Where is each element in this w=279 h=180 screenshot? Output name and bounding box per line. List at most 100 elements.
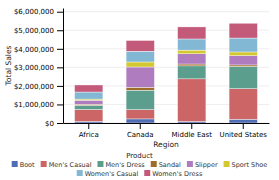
bar bbox=[75, 85, 103, 92]
x-axis-line bbox=[64, 123, 270, 124]
x-tick-label: Canada bbox=[127, 131, 154, 139]
legend-label: Sandal bbox=[159, 161, 181, 169]
y-tick-label: $0 bbox=[45, 120, 54, 128]
bar bbox=[229, 38, 257, 52]
plot: $0 $1,000,000 $2,000,000 $3,000,000 $4,000,0… bbox=[14, 8, 270, 139]
bar bbox=[229, 119, 257, 123]
y-tick-mark bbox=[57, 86, 63, 87]
bar bbox=[229, 89, 257, 120]
legend-label: Women's Dress bbox=[152, 170, 203, 178]
x-tick: United States bbox=[220, 123, 268, 139]
bar-series bbox=[75, 64, 258, 105]
x-tick-mark bbox=[140, 123, 141, 129]
y-tick: $6,000,000 bbox=[14, 8, 63, 16]
x-tick: Canada bbox=[127, 123, 154, 139]
bar bbox=[229, 23, 257, 38]
legend-swatch bbox=[97, 161, 103, 167]
legend-swatch bbox=[224, 161, 230, 167]
bar-series bbox=[75, 23, 258, 92]
y-tick-label: $5,000,000 bbox=[14, 27, 54, 35]
legend-item: Women's Dress bbox=[144, 170, 203, 178]
bar bbox=[75, 105, 103, 109]
legend-label: Boot bbox=[20, 161, 35, 169]
x-tick: Africa bbox=[79, 123, 99, 139]
legend-swatch bbox=[77, 170, 83, 176]
bar bbox=[178, 64, 206, 66]
bar bbox=[126, 87, 154, 90]
bar bbox=[178, 39, 206, 50]
legend-swatch bbox=[41, 161, 47, 167]
legend-swatch bbox=[12, 161, 18, 167]
y-tick-label: $2,000,000 bbox=[14, 83, 54, 91]
y-tick-label: $3,000,000 bbox=[14, 64, 54, 72]
bar bbox=[75, 109, 103, 121]
legend-item: Sandal bbox=[151, 161, 181, 169]
legend-item: Men's Dress bbox=[97, 161, 145, 169]
legend-item: Women's Casual bbox=[77, 170, 139, 178]
bar bbox=[75, 122, 103, 123]
y-tick-label: $6,000,000 bbox=[14, 8, 54, 16]
bar-series bbox=[75, 50, 258, 100]
y-tick-mark bbox=[57, 12, 63, 13]
y-tick: $4,000,000 bbox=[14, 46, 63, 54]
legend: Boot Men's Casual Men's Dress Sandal Slipper… bbox=[12, 152, 268, 178]
bar bbox=[229, 65, 257, 66]
bar bbox=[229, 52, 257, 56]
x-axis-title: Region bbox=[153, 140, 179, 149]
y-tick: $1,000,000 bbox=[14, 101, 63, 109]
legend-swatch bbox=[187, 161, 193, 167]
x-tick-mark bbox=[243, 123, 244, 129]
y-tick: $0 bbox=[45, 120, 63, 128]
x-tick-label: United States bbox=[220, 131, 268, 139]
bar bbox=[229, 66, 257, 88]
bars bbox=[75, 23, 258, 123]
legend-label: Women's Casual bbox=[85, 170, 139, 178]
y-axis: $0 $1,000,000 $2,000,000 $3,000,000 $4,000,0… bbox=[14, 8, 64, 127]
x-tick-mark bbox=[191, 123, 192, 129]
bar bbox=[126, 67, 154, 87]
y-tick: $2,000,000 bbox=[14, 83, 63, 91]
legend-label: Sport Shoe bbox=[232, 161, 268, 169]
bar bbox=[178, 27, 206, 39]
bar-series bbox=[75, 66, 258, 110]
y-tick-mark bbox=[57, 67, 63, 68]
bar-series bbox=[75, 38, 258, 99]
bar bbox=[126, 90, 154, 109]
chart: Boot Men's Casual Men's Dress Sandal Slipper… bbox=[0, 0, 279, 180]
y-tick: $3,000,000 bbox=[14, 64, 63, 72]
x-tick-label: Africa bbox=[79, 131, 99, 139]
grid-line bbox=[63, 11, 269, 12]
legend-label: Slipper bbox=[195, 161, 218, 169]
legend-item: Boot bbox=[12, 161, 35, 169]
legend-swatch bbox=[151, 161, 157, 167]
bar bbox=[126, 40, 154, 51]
y-axis-title: Total Sales bbox=[4, 45, 13, 86]
legend-item: Sport Shoe bbox=[224, 161, 268, 169]
legend-label: Men's Dress bbox=[105, 161, 145, 169]
bar bbox=[126, 119, 154, 123]
y-tick-label: $1,000,000 bbox=[14, 101, 54, 109]
bar bbox=[75, 92, 103, 99]
bar bbox=[178, 50, 206, 54]
bar bbox=[178, 54, 206, 64]
legend-item: Men's Casual bbox=[41, 161, 92, 169]
legend-title: Product bbox=[126, 152, 153, 160]
bar bbox=[126, 51, 154, 62]
bar bbox=[178, 122, 206, 123]
bar bbox=[126, 62, 154, 67]
y-tick-mark bbox=[57, 104, 63, 105]
y-axis-line bbox=[63, 9, 64, 124]
bar bbox=[126, 110, 154, 119]
x-tick: Middle East bbox=[172, 123, 213, 139]
x-tick-label: Middle East bbox=[172, 131, 213, 139]
legend-item: Slipper bbox=[187, 161, 218, 169]
y-tick: $5,000,000 bbox=[14, 27, 63, 35]
legend-label: Men's Casual bbox=[49, 161, 92, 169]
bar bbox=[178, 66, 206, 79]
y-tick-label: $4,000,000 bbox=[14, 46, 54, 54]
x-tick-mark bbox=[88, 123, 89, 129]
y-tick-mark bbox=[57, 123, 63, 124]
bar bbox=[178, 79, 206, 122]
grid bbox=[63, 12, 269, 123]
x-axis: Africa Canada Middle East United States bbox=[64, 123, 270, 139]
